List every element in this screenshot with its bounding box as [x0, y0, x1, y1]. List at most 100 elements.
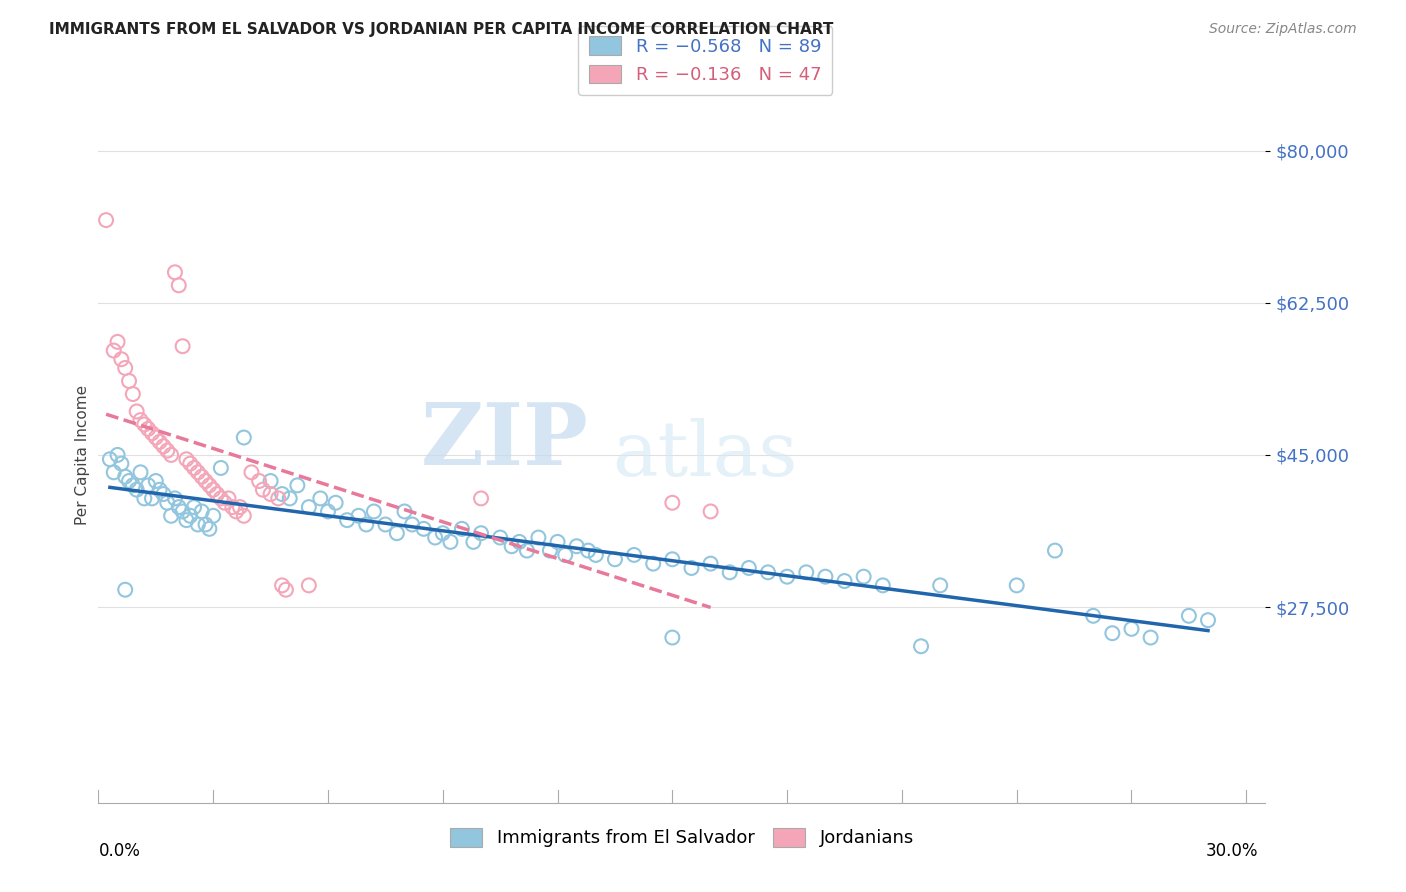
Point	[470, 526, 492, 541]
Point	[125, 483, 148, 497]
Point	[794, 566, 817, 580]
Point	[603, 552, 626, 566]
Point	[401, 517, 423, 532]
Point	[145, 474, 167, 488]
Point	[699, 557, 721, 571]
Text: 30.0%: 30.0%	[1205, 842, 1258, 860]
Point	[118, 474, 141, 488]
Point	[432, 526, 454, 541]
Point	[738, 561, 761, 575]
Point	[1083, 608, 1105, 623]
Point	[309, 491, 332, 506]
Point	[141, 491, 163, 506]
Point	[1043, 543, 1066, 558]
Point	[98, 452, 121, 467]
Point	[374, 517, 396, 532]
Point	[205, 487, 228, 501]
Point	[316, 504, 339, 518]
Point	[136, 478, 159, 492]
Point	[814, 570, 837, 584]
Point	[394, 504, 416, 518]
Point	[363, 504, 385, 518]
Point	[247, 474, 270, 488]
Point	[176, 452, 198, 467]
Point	[325, 496, 347, 510]
Point	[107, 334, 129, 349]
Point	[167, 278, 190, 293]
Text: ZIP: ZIP	[420, 399, 589, 483]
Point	[221, 500, 243, 514]
Point	[1178, 608, 1201, 623]
Point	[103, 343, 125, 358]
Point	[252, 483, 274, 497]
Text: 0.0%: 0.0%	[98, 842, 141, 860]
Point	[451, 522, 474, 536]
Point	[661, 496, 683, 510]
Point	[271, 578, 294, 592]
Point	[278, 491, 301, 506]
Point	[623, 548, 645, 562]
Point	[110, 457, 132, 471]
Point	[163, 491, 186, 506]
Point	[134, 491, 156, 506]
Point	[508, 534, 530, 549]
Point	[141, 426, 163, 441]
Point	[107, 448, 129, 462]
Point	[516, 543, 538, 558]
Point	[463, 534, 485, 549]
Point	[183, 500, 205, 514]
Point	[194, 517, 217, 532]
Point	[834, 574, 856, 588]
Point	[194, 474, 217, 488]
Point	[501, 539, 523, 553]
Point	[156, 443, 179, 458]
Point	[661, 631, 683, 645]
Point	[114, 469, 136, 483]
Point	[172, 339, 194, 353]
Point	[110, 352, 132, 367]
Point	[1121, 622, 1143, 636]
Point	[179, 508, 201, 523]
Point	[1197, 613, 1219, 627]
Point	[470, 491, 492, 506]
Point	[187, 466, 209, 480]
Point	[94, 213, 117, 227]
Point	[198, 478, 221, 492]
Point	[202, 483, 225, 497]
Point	[872, 578, 894, 592]
Point	[1139, 631, 1161, 645]
Point	[114, 360, 136, 375]
Point	[776, 570, 799, 584]
Point	[718, 566, 741, 580]
Point	[152, 487, 174, 501]
Point	[149, 434, 172, 449]
Point	[699, 504, 721, 518]
Point	[176, 513, 198, 527]
Legend: Immigrants from El Salvador, Jordanians: Immigrants from El Salvador, Jordanians	[441, 819, 922, 856]
Point	[179, 457, 201, 471]
Point	[538, 543, 561, 558]
Point	[214, 496, 236, 510]
Point	[547, 534, 569, 549]
Point	[163, 265, 186, 279]
Point	[267, 491, 290, 506]
Point	[209, 461, 232, 475]
Y-axis label: Per Capita Income: Per Capita Income	[75, 384, 90, 525]
Point	[190, 504, 212, 518]
Text: IMMIGRANTS FROM EL SALVADOR VS JORDANIAN PER CAPITA INCOME CORRELATION CHART: IMMIGRANTS FROM EL SALVADOR VS JORDANIAN…	[49, 22, 834, 37]
Point	[681, 561, 703, 575]
Point	[274, 582, 297, 597]
Point	[160, 448, 183, 462]
Point	[298, 500, 321, 514]
Point	[129, 466, 152, 480]
Point	[187, 517, 209, 532]
Point	[103, 466, 125, 480]
Point	[439, 534, 461, 549]
Point	[259, 487, 281, 501]
Point	[643, 557, 665, 571]
Point	[287, 478, 309, 492]
Point	[121, 387, 143, 401]
Point	[240, 466, 263, 480]
Point	[229, 500, 252, 514]
Point	[183, 461, 205, 475]
